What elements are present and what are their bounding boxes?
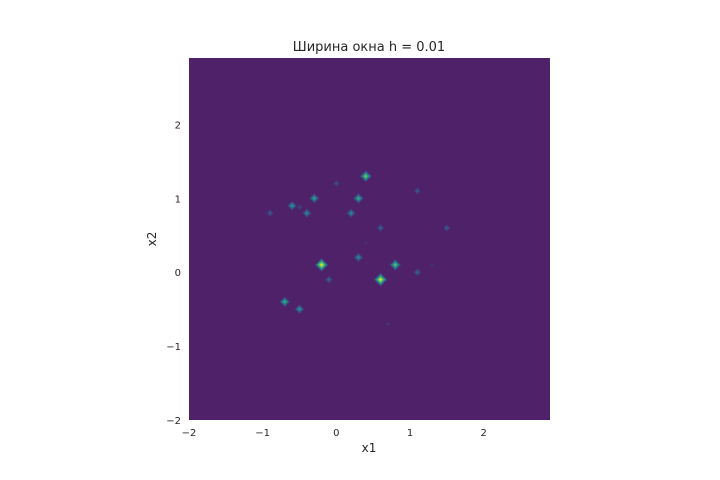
heatmap-peak: [295, 203, 304, 212]
y-tick-label: −2: [166, 416, 181, 427]
heatmap-peak: [308, 192, 320, 204]
heatmap-peak: [362, 239, 370, 247]
heatmap-peak: [389, 258, 402, 271]
heatmap-peak: [265, 208, 275, 218]
x-tick-label: 0: [333, 428, 339, 439]
heatmap-peak: [286, 200, 298, 211]
heatmap-peak: [376, 223, 385, 233]
x-axis-ticks: −2 −1 0 1 2: [182, 428, 487, 439]
heatmap-peak: [412, 267, 422, 277]
heatmap-peak: [346, 208, 357, 219]
x-tick-label: −1: [255, 428, 270, 439]
x-tick-label: −2: [182, 428, 197, 439]
heatmap-peak: [353, 252, 364, 263]
heatmap-peak: [373, 272, 388, 287]
heatmap-peak: [359, 170, 373, 183]
heatmap-peak: [384, 320, 392, 328]
y-tick-label: 2: [175, 120, 181, 131]
heatmap-peak: [324, 275, 334, 285]
heatmap-peak: [442, 223, 452, 233]
chart-title: Ширина окна h = 0.01: [293, 40, 445, 55]
heatmap-peaks: [265, 170, 452, 328]
heatmap-peak: [294, 303, 305, 315]
heatmap-peak: [301, 208, 312, 219]
y-tick-label: 1: [175, 194, 181, 205]
heatmap-peak: [314, 257, 329, 272]
heatmap-peak: [428, 261, 436, 269]
x-tick-label: 1: [407, 428, 413, 439]
heatmap-peak: [279, 296, 291, 308]
y-tick-label: −1: [166, 342, 181, 353]
y-tick-label: 0: [175, 268, 181, 279]
y-axis-label: x2: [145, 232, 159, 247]
heatmap-peak: [352, 192, 365, 204]
x-tick-label: 2: [481, 428, 487, 439]
heatmap-peak: [332, 179, 341, 188]
x-axis-label: x1: [362, 441, 377, 455]
heatmap-peak: [413, 186, 422, 196]
y-axis-ticks: −2 −1 0 1 2: [166, 120, 181, 427]
plot-background: [189, 58, 550, 420]
